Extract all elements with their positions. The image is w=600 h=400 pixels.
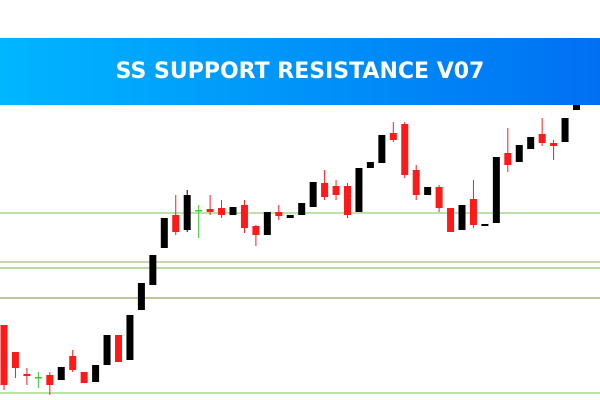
candle-body [389, 133, 397, 140]
candle-body [137, 283, 145, 310]
candle-body [11, 352, 19, 368]
candle-body [366, 162, 374, 168]
candle-body [344, 186, 351, 215]
candle-body [206, 209, 214, 212]
candle-body [160, 218, 168, 248]
candle-body [481, 224, 489, 226]
candle-body [172, 215, 180, 232]
candle-body [92, 365, 100, 382]
chart-title: SS SUPPORT RESISTANCE V07 [116, 59, 485, 84]
candle-body [412, 170, 420, 195]
candle-body [538, 134, 546, 143]
candle-body [424, 187, 432, 195]
candle-body [435, 187, 443, 208]
candle-body [80, 372, 88, 383]
candle-body [492, 157, 500, 223]
candle-body [561, 118, 569, 142]
candle-body [573, 103, 580, 110]
candle-body [126, 315, 134, 360]
candle-body [321, 183, 329, 197]
candle-body [286, 215, 294, 218]
candle-body [183, 195, 191, 230]
candle-body [458, 205, 466, 230]
candle-body [57, 367, 65, 380]
candle-body [401, 124, 409, 175]
candle-body [69, 356, 77, 370]
plot-area [0, 100, 600, 395]
candle-body [46, 375, 54, 385]
candle-body [515, 145, 523, 162]
candle-body [298, 203, 306, 215]
candle-body [550, 143, 558, 146]
candle-body [469, 199, 477, 225]
candle-body [229, 207, 237, 215]
candle-body [103, 335, 111, 365]
candle-body [115, 335, 122, 362]
candle-body [23, 374, 31, 376]
candle-body [527, 137, 535, 149]
candle-body [240, 205, 248, 228]
candle-body [34, 377, 42, 379]
candle-body [149, 255, 157, 285]
candle-body [309, 182, 317, 207]
candle-body [218, 208, 226, 215]
candle-body [275, 212, 283, 216]
candle-body [447, 208, 455, 232]
candle-body [355, 168, 363, 212]
candle-body [332, 186, 340, 195]
candle-body [263, 212, 271, 235]
candle-body [195, 210, 203, 212]
candle-body [252, 226, 260, 235]
candle-body [0, 325, 8, 385]
title-banner [0, 38, 600, 105]
candle-body [378, 135, 386, 163]
candle-body [504, 153, 512, 165]
